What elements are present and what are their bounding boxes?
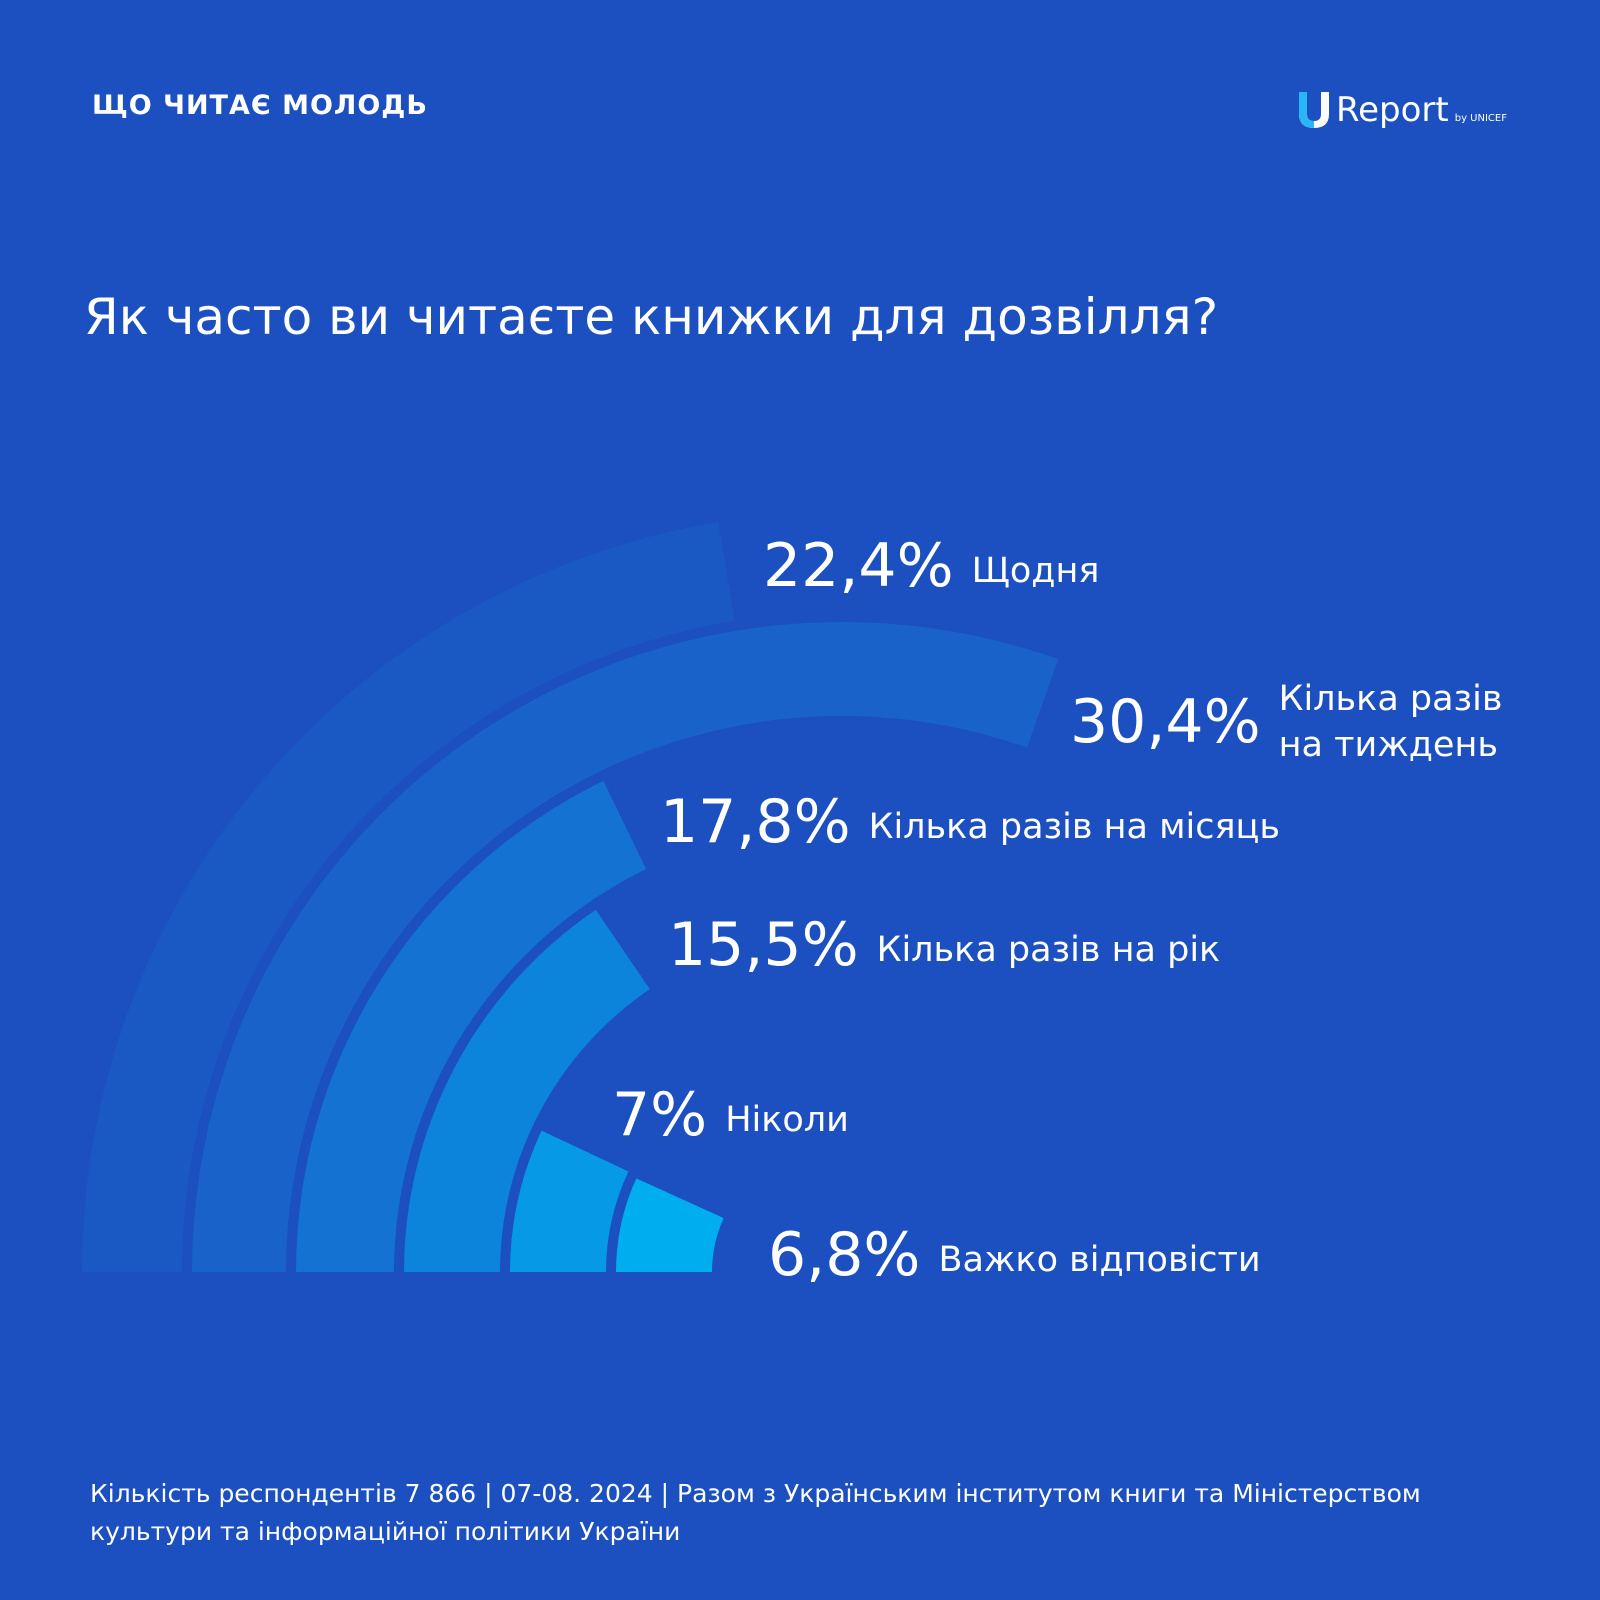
- value-label-5: 7%: [612, 1080, 707, 1150]
- category-label-4: Кілька разів на рік: [877, 930, 1221, 970]
- ureport-u-icon: [1299, 92, 1329, 128]
- data-label-1: 22,4% Щодня: [763, 531, 1099, 601]
- footer-source: Кількість респондентів 7 866 | 07-08. 20…: [90, 1479, 1421, 1546]
- value-label-4: 15,5%: [668, 910, 859, 980]
- value-label-2: 30,4%: [1070, 687, 1261, 757]
- category-label-2-line-2: на тиждень: [1279, 725, 1498, 765]
- data-label-5: 7% Ніколи: [612, 1080, 849, 1150]
- data-label-3: 17,8% Кілька разів на місяць: [660, 787, 1280, 857]
- value-label-1: 22,4%: [763, 531, 954, 601]
- category-label-3: Кілька разів на місяць: [869, 807, 1280, 847]
- ring-segment-6: [616, 1178, 724, 1272]
- chart-title: Як часто ви читаєте книжки для дозвілля?: [84, 288, 1219, 346]
- data-label-2: 30,4% Кілька разів на тиждень: [1070, 679, 1503, 765]
- category-label-5: Ніколи: [725, 1100, 849, 1140]
- header-kicker: ЩО ЧИТАЄ МОЛОДЬ: [92, 90, 428, 121]
- logo-word: Report: [1336, 90, 1449, 130]
- ring-segment-5: [510, 1130, 629, 1272]
- category-label-6: Важко відповісти: [938, 1240, 1260, 1280]
- ring-segment-1: [82, 522, 735, 1272]
- category-label-1: Щодня: [972, 551, 1100, 591]
- ring-segment-2: [192, 621, 1059, 1272]
- data-label-6: 6,8% Важко відповісти: [768, 1220, 1261, 1290]
- value-label-3: 17,8%: [660, 787, 851, 857]
- category-label-2-line-1: Кілька разів: [1279, 679, 1503, 719]
- value-label-6: 6,8%: [768, 1220, 920, 1290]
- ring-segment-4: [404, 909, 650, 1272]
- logo-sub: by UNICEF: [1454, 113, 1507, 124]
- ureport-logo: Report by UNICEF: [1296, 86, 1507, 130]
- data-label-4: 15,5% Кілька разів на рік: [668, 910, 1220, 980]
- ring-segment-3: [296, 780, 647, 1272]
